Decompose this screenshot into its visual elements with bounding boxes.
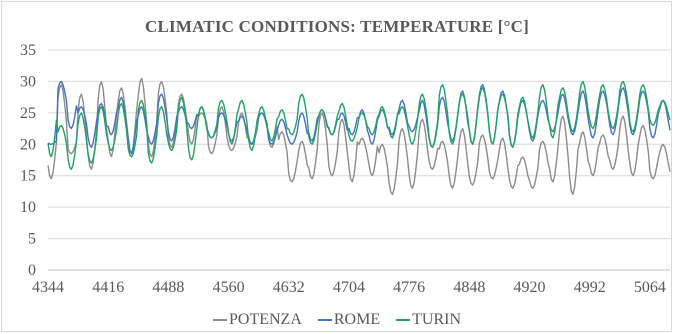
x-tick-label: 4632	[273, 279, 305, 296]
x-tick-label: 5064	[634, 279, 666, 296]
series-line-potenza	[47, 77, 671, 196]
y-tick-label: 30	[20, 73, 36, 90]
y-tick-label: 5	[28, 231, 36, 248]
x-tick-label: 4848	[453, 279, 485, 296]
y-tick-label: 10	[20, 199, 36, 216]
x-tick-label: 4488	[152, 279, 184, 296]
series-line-turin	[47, 80, 671, 170]
x-tick-label: 4776	[393, 279, 425, 296]
y-tick-label: 25	[20, 105, 36, 122]
y-tick-label: 0	[28, 262, 36, 279]
x-tick-label: 4344	[32, 279, 64, 296]
legend-item-potenza: POTENZA	[212, 311, 302, 329]
legend-label-turin: TURIN	[412, 311, 461, 328]
legend-label-rome: ROME	[333, 311, 381, 328]
y-tick-label: 35	[20, 42, 36, 59]
legend-item-turin: TURIN	[396, 311, 461, 329]
y-tick-label: 15	[20, 168, 36, 185]
x-tick-label: 4416	[92, 279, 124, 296]
x-tick-label: 4560	[213, 279, 245, 296]
legend-swatch-rome	[317, 319, 332, 321]
x-tick-label: 4992	[574, 279, 606, 296]
legend-swatch-turin	[396, 319, 411, 321]
chart-title: CLIMATIC CONDITIONS: TEMPERATURE [°C]	[145, 17, 529, 36]
x-tick-label: 4704	[333, 279, 365, 296]
legend-item-rome: ROME	[317, 311, 381, 329]
legend-swatch-potenza	[212, 319, 227, 321]
legend-label-potenza: POTENZA	[228, 311, 302, 328]
x-tick-label: 4920	[514, 279, 546, 296]
y-tick-label: 20	[20, 136, 36, 153]
legend: POTENZA ROME TURIN	[0, 308, 674, 329]
